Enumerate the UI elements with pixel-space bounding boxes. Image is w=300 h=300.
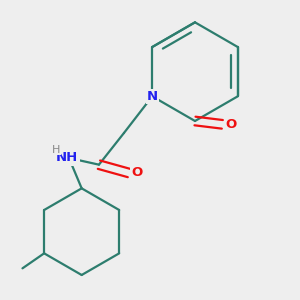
Text: H: H: [52, 145, 61, 155]
Text: N: N: [147, 90, 158, 103]
Text: O: O: [225, 118, 236, 131]
Text: O: O: [132, 167, 143, 179]
Text: NH: NH: [56, 152, 78, 164]
